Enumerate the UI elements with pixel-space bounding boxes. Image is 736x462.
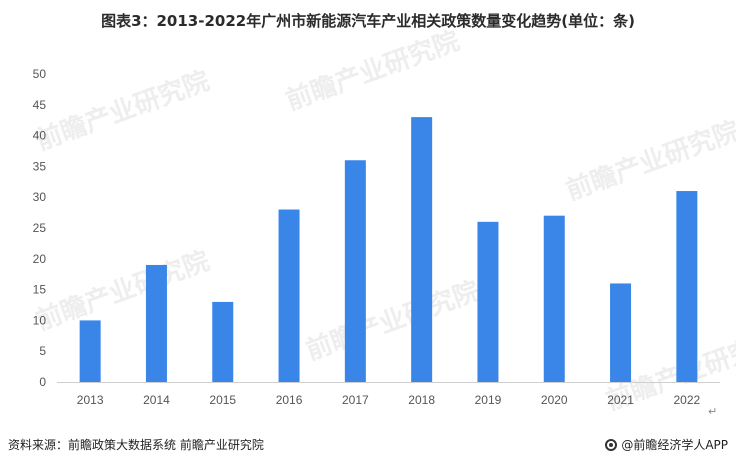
y-tick-label: 40 <box>33 129 47 143</box>
chart-title: 图表3：2013-2022年广州市新能源汽车产业相关政策数量变化趋势(单位：条) <box>101 12 635 30</box>
bar-2016 <box>278 209 300 382</box>
brand-logo-icon <box>605 438 618 451</box>
watermark-text: 前瞻产业研究院 <box>562 115 736 206</box>
y-tick-label: 15 <box>33 283 47 297</box>
source-note: 资料来源：前瞻政策大数据系统 前瞻产业研究院 <box>8 438 264 452</box>
x-tick-label: 2021 <box>607 393 634 407</box>
x-tick-label: 2017 <box>342 393 369 407</box>
y-tick-label: 25 <box>33 221 47 235</box>
y-tick-label: 30 <box>33 190 47 204</box>
watermark-text: 前瞻产业研究院 <box>32 245 214 336</box>
return-mark: ↵ <box>708 405 718 418</box>
bar-2022 <box>676 191 698 382</box>
x-tick-label: 2014 <box>143 393 170 407</box>
bar-2013 <box>79 320 101 382</box>
brand-label: @前瞻经济学人APP <box>621 438 728 452</box>
bar-2021 <box>610 283 632 382</box>
x-tick-label: 2022 <box>673 393 700 407</box>
x-tick-label: 2013 <box>77 393 104 407</box>
x-tick-label: 2015 <box>209 393 236 407</box>
bar-2015 <box>212 301 234 382</box>
bar-2017 <box>344 160 366 382</box>
watermark-text: 前瞻产业研究院 <box>32 65 214 156</box>
x-tick-label: 2018 <box>408 393 435 407</box>
y-tick-label: 0 <box>39 375 46 389</box>
y-tick-label: 35 <box>33 159 47 173</box>
y-tick-label: 10 <box>33 313 47 327</box>
y-tick-label: 5 <box>39 344 46 358</box>
watermark-text: 前瞻产业研究院 <box>302 275 484 366</box>
bar-2020 <box>543 215 565 382</box>
y-tick-label: 50 <box>33 67 47 81</box>
x-tick-labels: 2013 2014 2015 2016 2017 2018 2019 2020 2021 2022 <box>77 393 701 407</box>
x-tick-label: 2020 <box>541 393 568 407</box>
y-tick-labels: 0 5 10 15 20 25 30 35 40 45 50 <box>33 67 47 389</box>
x-tick-label: 2019 <box>475 393 502 407</box>
bars <box>79 117 698 383</box>
bar-2019 <box>477 221 499 382</box>
bar-2018 <box>411 117 433 383</box>
bar-2014 <box>145 264 167 382</box>
brand-credit: @前瞻经济学人APP <box>605 436 728 453</box>
y-tick-label: 45 <box>33 98 47 112</box>
watermark-text: 前瞻产业研究院 <box>282 25 464 116</box>
x-tick-label: 2016 <box>276 393 303 407</box>
y-tick-label: 20 <box>33 252 47 266</box>
